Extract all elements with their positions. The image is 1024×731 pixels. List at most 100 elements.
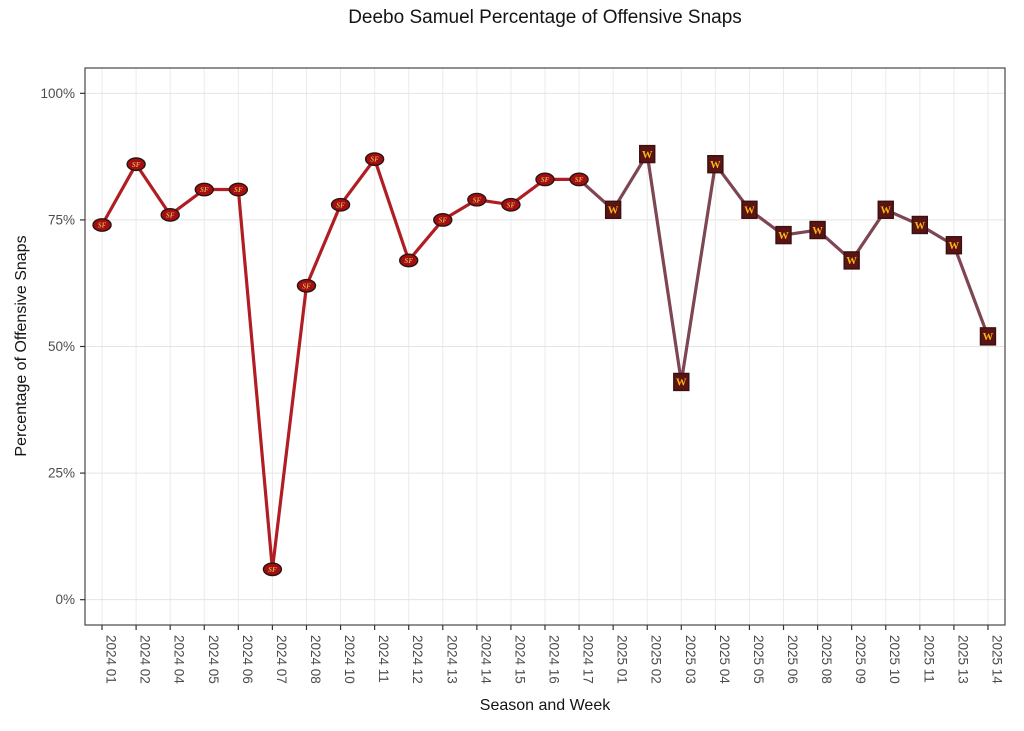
svg-text:W: W	[812, 226, 823, 237]
line-segment	[236, 187, 275, 571]
x-tick-label: 2025 03	[683, 635, 698, 684]
marker-sf-logo-icon: SF	[569, 172, 589, 187]
marker-was-logo-icon: W	[741, 200, 758, 219]
line-segment	[134, 162, 172, 217]
marker-was-logo-icon: W	[911, 215, 929, 235]
x-tick-label: 2024 05	[206, 635, 221, 684]
x-tick-label: 2024 15	[512, 635, 527, 684]
svg-text:W: W	[880, 206, 891, 217]
line-segment	[304, 203, 343, 288]
x-tick-label: 2024 07	[274, 635, 289, 684]
x-tick-label: 2024 02	[138, 635, 153, 684]
svg-text:W: W	[915, 221, 926, 232]
x-tick-label: 2025 01	[615, 635, 630, 684]
svg-text:SF: SF	[507, 201, 516, 209]
marker-was-logo-icon: W	[945, 236, 963, 255]
x-tick-label: 2024 06	[240, 635, 255, 684]
marker-sf-logo-icon: SF	[126, 157, 146, 172]
svg-text:SF: SF	[404, 257, 413, 265]
svg-text:W: W	[983, 332, 994, 343]
x-tick-label: 2025 04	[717, 635, 732, 684]
y-tick-label: 25%	[48, 466, 75, 481]
svg-text:SF: SF	[438, 217, 447, 225]
marker-was-logo-icon: W	[639, 144, 656, 164]
marker-was-logo-icon: W	[604, 200, 622, 219]
line-segment	[611, 152, 649, 212]
x-tick-label: 2025 02	[649, 635, 664, 684]
svg-text:SF: SF	[166, 211, 175, 219]
marker-sf-logo-icon: SF	[160, 207, 180, 222]
svg-text:SF: SF	[336, 201, 345, 209]
y-tick-label: 100%	[40, 86, 75, 101]
x-axis-title: Season and Week	[479, 697, 611, 714]
line-segment	[373, 157, 411, 263]
x-tick-label: 2024 11	[376, 635, 391, 683]
line-segment	[270, 284, 309, 571]
data-point-markers: SF SF SF SF SF SF SF SF SF SF SF SF SF SF SF W W W W W W W W W W…	[92, 144, 997, 577]
svg-text:SF: SF	[575, 176, 584, 184]
x-tick-label: 2025 11	[921, 635, 936, 683]
marker-was-logo-icon: W	[775, 225, 792, 245]
svg-text:W: W	[676, 378, 687, 389]
marker-sf-logo-icon: SF	[262, 562, 283, 577]
svg-text:SF: SF	[541, 176, 550, 184]
x-tick-label: 2024 13	[444, 635, 459, 684]
x-tick-label: 2025 09	[853, 635, 868, 684]
marker-sf-logo-icon: SF	[467, 192, 487, 207]
axis-ticks: 0% 25% 50% 75% 100% 2024 01 2024 02 2024 04 2024…	[40, 86, 1004, 684]
y-tick-label: 50%	[48, 339, 75, 354]
y-tick-label: 0%	[55, 592, 75, 607]
x-tick-label: 2025 06	[785, 635, 800, 684]
line-segment	[645, 152, 683, 384]
marker-sf-logo-icon: SF	[330, 197, 351, 212]
marker-sf-logo-icon: SF	[92, 218, 112, 232]
svg-text:W: W	[608, 206, 619, 217]
svg-text:W: W	[778, 231, 789, 242]
x-tick-label: 2024 14	[478, 635, 493, 684]
line-segment	[338, 157, 377, 207]
x-tick-label: 2025 13	[955, 635, 970, 684]
svg-text:SF: SF	[473, 196, 482, 204]
svg-text:W: W	[710, 160, 721, 171]
line-segment	[679, 162, 717, 384]
marker-was-logo-icon: W	[707, 155, 724, 174]
marker-sf-logo-icon: SF	[296, 278, 317, 293]
x-tick-label: 2025 08	[819, 635, 834, 684]
line-segment	[100, 162, 138, 227]
x-tick-label: 2024 04	[172, 635, 187, 684]
chart-title: Deebo Samuel Percentage of Offensive Sna…	[348, 7, 742, 28]
marker-was-logo-icon: W	[843, 251, 860, 270]
marker-sf-logo-icon: SF	[535, 172, 555, 187]
svg-text:W: W	[949, 241, 960, 252]
svg-text:SF: SF	[302, 282, 311, 290]
x-tick-label: 2024 16	[547, 635, 562, 684]
line-segment	[952, 243, 990, 338]
svg-text:W: W	[642, 150, 653, 161]
marker-was-logo-icon: W	[809, 220, 826, 240]
y-tick-label: 75%	[48, 212, 75, 227]
svg-text:SF: SF	[98, 222, 107, 230]
marker-sf-logo-icon: SF	[399, 253, 419, 268]
x-tick-label: 2024 12	[410, 635, 425, 684]
svg-text:SF: SF	[132, 161, 141, 169]
marker-was-logo-icon: W	[877, 200, 894, 219]
svg-text:SF: SF	[370, 156, 379, 164]
marker-was-logo-icon: W	[979, 327, 997, 346]
line-segment	[407, 218, 445, 263]
x-tick-label: 2024 17	[581, 635, 596, 684]
marker-sf-logo-icon: SF	[501, 197, 521, 212]
x-tick-label: 2024 08	[308, 635, 323, 684]
marker-sf-logo-icon: SF	[433, 213, 453, 227]
marker-sf-logo-icon: SF	[228, 182, 249, 197]
svg-text:W: W	[744, 206, 755, 217]
x-tick-label: 2025 10	[887, 635, 902, 684]
svg-text:SF: SF	[200, 186, 209, 194]
svg-text:W: W	[846, 256, 857, 267]
x-tick-label: 2025 14	[989, 635, 1004, 684]
marker-was-logo-icon: W	[673, 372, 690, 392]
x-tick-label: 2025 05	[751, 635, 766, 684]
x-tick-label: 2024 01	[104, 635, 119, 684]
svg-text:SF: SF	[268, 566, 277, 574]
